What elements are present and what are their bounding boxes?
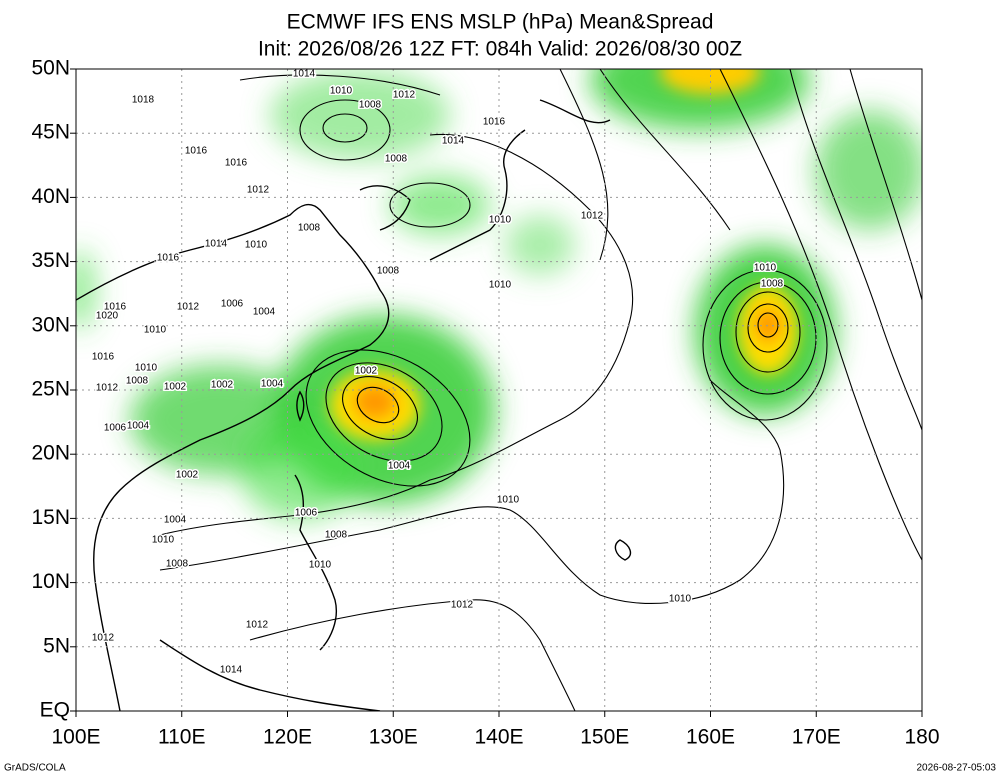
y-axis-label: 5N [43,634,70,657]
isobar-label: 1010 [489,280,512,291]
y-axis-label: 10N [31,570,70,593]
isobar-label: 1012 [96,383,119,394]
isobar-label: 1010 [497,495,520,506]
title-line-2: Init: 2026/08/26 12Z FT: 084h Valid: 202… [258,38,742,61]
isobar-label: 1008 [359,100,382,111]
isobar-label: 1010 [330,86,353,97]
footer-left: GrADS/COLA [4,763,66,774]
y-axis-label: 15N [31,506,70,529]
isobar-label: 1004 [388,461,411,472]
isobar-label: 1004 [261,379,284,390]
isobar-label: 1010 [754,263,777,274]
isobar-label: 1008 [377,266,400,277]
isobar-label: 1016 [92,352,115,363]
y-axis-label: 20N [31,442,70,465]
isobar-label: 1006 [221,299,244,310]
spread-shading [76,69,922,520]
axis-ticks [70,68,923,717]
graticule [76,69,922,711]
x-axis-label: 130E [369,726,418,749]
isobar-label: 1016 [157,253,180,264]
isobar-label: 1012 [247,185,270,196]
y-axis-label: 40N [31,185,70,208]
isobar-label: 1008 [761,279,784,290]
isobar-label: 1020 [96,311,119,322]
y-axis-label: EQ [40,699,70,722]
isobar-label: 1004 [127,421,150,432]
isobar-label: 1010 [245,240,268,251]
isobar-label: 1018 [132,95,155,106]
isobar-label: 1014 [205,239,228,250]
x-axis-label: 100E [51,726,100,749]
isobar-label: 1010 [489,215,512,226]
x-axis-label: 110E [158,726,206,749]
isobar-label: 1008 [298,223,321,234]
y-axis-label: 45N [31,121,70,144]
isobar-label: 1012 [92,633,115,644]
isobar-label: 1002 [164,382,187,393]
isobar-label: 1006 [295,508,318,519]
isobar-label: 1010 [135,363,158,374]
isobar-label: 1010 [309,560,332,571]
x-axis-label: 170E [792,726,841,749]
isobar-label: 1016 [225,158,248,169]
isobar-label: 1002 [176,470,199,481]
isobar-label: 1010 [152,535,175,546]
isobars [159,69,922,711]
x-axis-label: 160E [686,726,735,749]
title-line-1: ECMWF IFS ENS MSLP (hPa) Mean&Spread [287,11,714,34]
isobar-label: 1008 [325,530,348,541]
x-axis-label: 180 [904,726,939,749]
x-axis-label: 140E [474,726,523,749]
isobar-label: 1008 [385,154,408,165]
isobar-label: 1012 [246,620,269,631]
y-axis-label: 50N [31,57,70,80]
isobar-label: 1012 [451,600,474,611]
isobar-label: 1002 [211,380,234,391]
isobar-label: 1010 [669,594,692,605]
x-axis-label: 150E [580,726,629,749]
y-axis-label: 35N [31,249,70,272]
isobar-label: 1012 [581,211,604,222]
y-axis-label: 25N [31,378,70,401]
x-axis-label: 120E [263,726,312,749]
isobar-label: 1016 [185,146,208,157]
y-axis-label: 30N [31,313,70,336]
isobar-label: 1016 [104,302,127,313]
isobar-label: 1014 [442,136,465,147]
contour-labels: 1014 1018 1010 1008 1012 1016 1014 1016 1016 1008… [90,69,785,677]
isobar-label: 1014 [293,69,316,80]
footer-right: 2026-08-27-05:03 [916,763,996,774]
isobar-label: 1008 [126,376,149,387]
isobar-label: 1006 [104,423,127,434]
isobar-label: 1004 [164,515,187,526]
plot-area: 1014 1018 1010 1008 1012 1016 1014 1016 1016 1008… [76,69,922,711]
isobar-label: 1002 [355,366,378,377]
isobar-label: 1004 [253,307,276,318]
isobar-label: 1012 [177,302,200,313]
isobar-label: 1014 [220,665,243,676]
isobar-label: 1008 [166,559,189,570]
isobar-label: 1016 [483,117,506,128]
isobar-label: 1012 [393,90,416,101]
isobar-label: 1010 [144,325,167,336]
